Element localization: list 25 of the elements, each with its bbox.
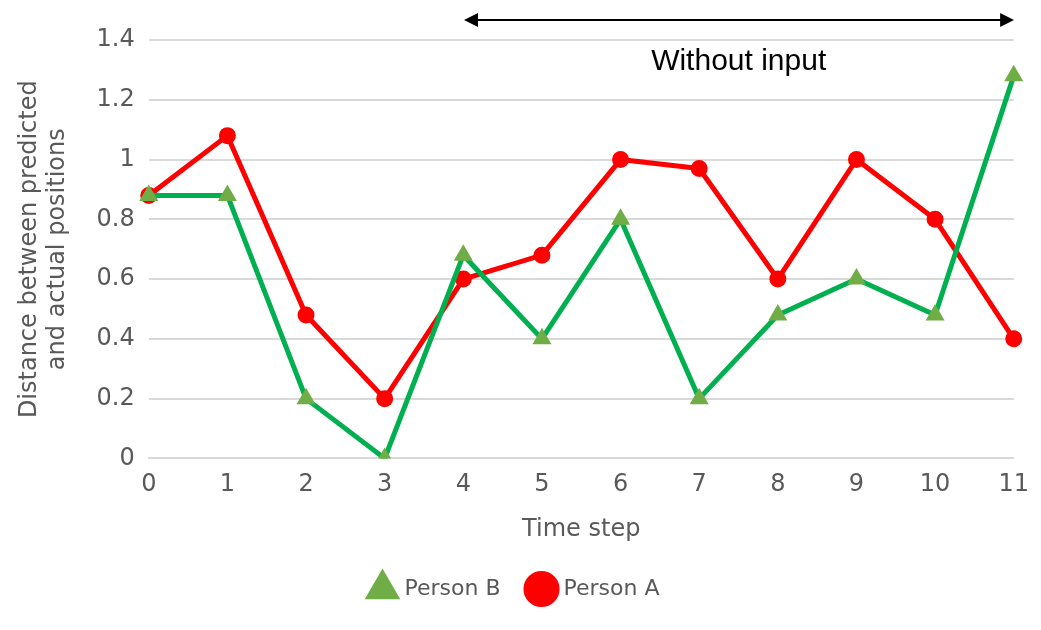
x-tick-label: 7 (691, 469, 707, 498)
y-tick-label: 1.4 (96, 24, 135, 53)
x-tick-label: 3 (377, 469, 393, 498)
x-tick-label: 11 (998, 469, 1029, 498)
x-tick-label: 5 (534, 469, 550, 498)
y-axis-title: Distance between predicted and actual positions (13, 80, 71, 419)
x-tick-label: 8 (770, 469, 786, 498)
legend-label: Person B (404, 574, 501, 600)
y-tick-label: 1.2 (96, 84, 135, 113)
x-tick-label: 2 (298, 469, 314, 498)
y-tick-label: 0.2 (96, 382, 135, 411)
y-tick-label: 1 (119, 143, 135, 172)
x-tick-label: 10 (919, 469, 951, 498)
legend-label: Person A (563, 574, 660, 600)
y-tick-label: 0.6 (96, 263, 135, 292)
x-tick-label: 1 (219, 469, 236, 498)
y-tick-label: 0.8 (96, 203, 135, 232)
y-tick-label: 0 (119, 442, 135, 471)
x-tick-label: 9 (848, 469, 865, 498)
y-tick-label: 0.4 (96, 323, 135, 352)
annotation: Without input (651, 43, 827, 77)
x-axis-title: Time step (521, 513, 641, 542)
x-tick-label: 4 (455, 469, 471, 498)
x-tick-label: 0 (141, 469, 157, 498)
x-tick-label: 6 (612, 469, 629, 498)
